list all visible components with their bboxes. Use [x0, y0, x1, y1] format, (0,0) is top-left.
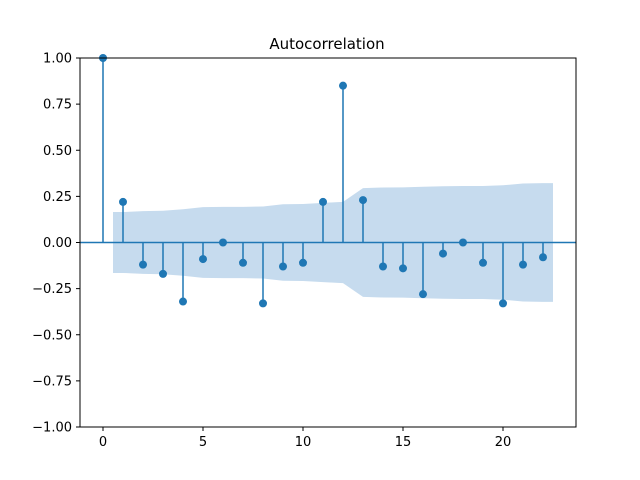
x-tick-label: 0 [99, 435, 107, 450]
y-tick-label: −1.00 [32, 421, 72, 436]
y-tick-label: −0.50 [32, 328, 72, 343]
x-tick-label: 20 [495, 435, 512, 450]
y-tick-label: 0.75 [43, 98, 72, 113]
stem-marker [119, 197, 127, 206]
stem-marker [239, 258, 247, 267]
stem-marker [499, 299, 507, 308]
stem-marker [359, 196, 367, 205]
plot-area [80, 54, 576, 308]
y-tick-label: 0.00 [43, 236, 72, 251]
x-tick-label: 5 [199, 435, 207, 450]
stem-marker [399, 264, 407, 273]
stem-marker [459, 238, 467, 247]
y-tick-label: −0.75 [32, 374, 72, 389]
stem-marker [439, 249, 447, 258]
chart-title: Autocorrelation [269, 35, 384, 53]
y-tick-label: 1.00 [43, 52, 72, 67]
stem-marker [379, 262, 387, 271]
axes: 0 5 10 15 20 −1.00 −0.75 −0.50 −0.25 0.00 0.25 0.50… [32, 52, 577, 450]
stem-marker [279, 262, 287, 271]
y-tick-label: 0.25 [43, 190, 72, 205]
stem-marker [519, 260, 527, 269]
stem-marker [179, 297, 187, 306]
stem-marker [319, 197, 327, 206]
stem-marker [199, 255, 207, 264]
x-tick-label: 10 [295, 435, 312, 450]
stem-marker [159, 269, 167, 278]
stem-marker [539, 253, 547, 262]
y-tick-label: −0.25 [32, 282, 72, 297]
stem-marker [339, 81, 347, 90]
y-tick-label: 0.50 [43, 144, 72, 159]
stem-marker [479, 258, 487, 267]
x-tick-label: 15 [395, 435, 412, 450]
stem-marker [419, 290, 427, 299]
stem-marker [219, 238, 227, 247]
stem-marker [299, 258, 307, 267]
stem-marker [259, 299, 267, 308]
stem-marker [139, 260, 147, 269]
